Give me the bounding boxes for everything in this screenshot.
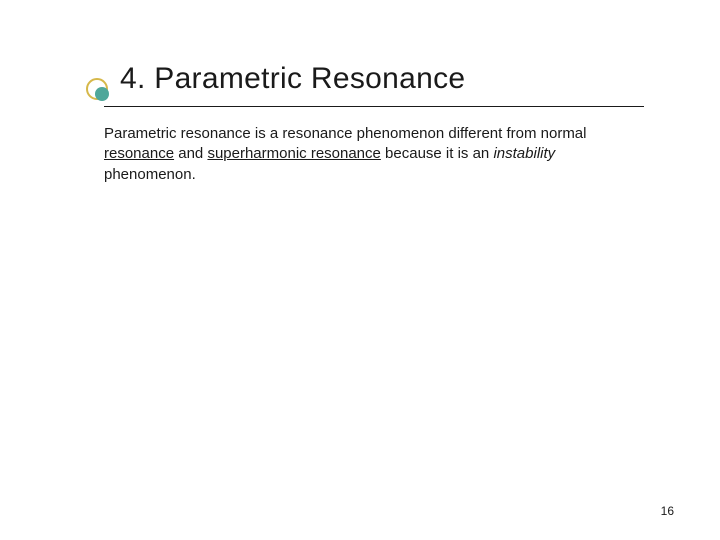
underlined-term-superharmonic: superharmonic resonance bbox=[207, 145, 380, 162]
slide: 4. Parametric Resonance Parametric reson… bbox=[0, 0, 720, 540]
slide-title: 4. Parametric Resonance bbox=[120, 62, 660, 96]
underlined-term-resonance: resonance bbox=[104, 145, 174, 162]
ornament-disc-icon bbox=[95, 87, 109, 101]
page-number: 16 bbox=[661, 504, 674, 518]
title-underline-rule bbox=[104, 106, 644, 107]
body-text: and bbox=[174, 145, 207, 162]
title-bullet-ornament bbox=[86, 78, 108, 100]
body-text: because it is an bbox=[381, 145, 494, 162]
body-paragraph: Parametric resonance is a resonance phen… bbox=[104, 124, 644, 185]
italic-term-instability: instability bbox=[493, 145, 555, 162]
body-text: Parametric resonance is a resonance phen… bbox=[104, 125, 586, 142]
body-text: phenomenon. bbox=[104, 166, 196, 183]
